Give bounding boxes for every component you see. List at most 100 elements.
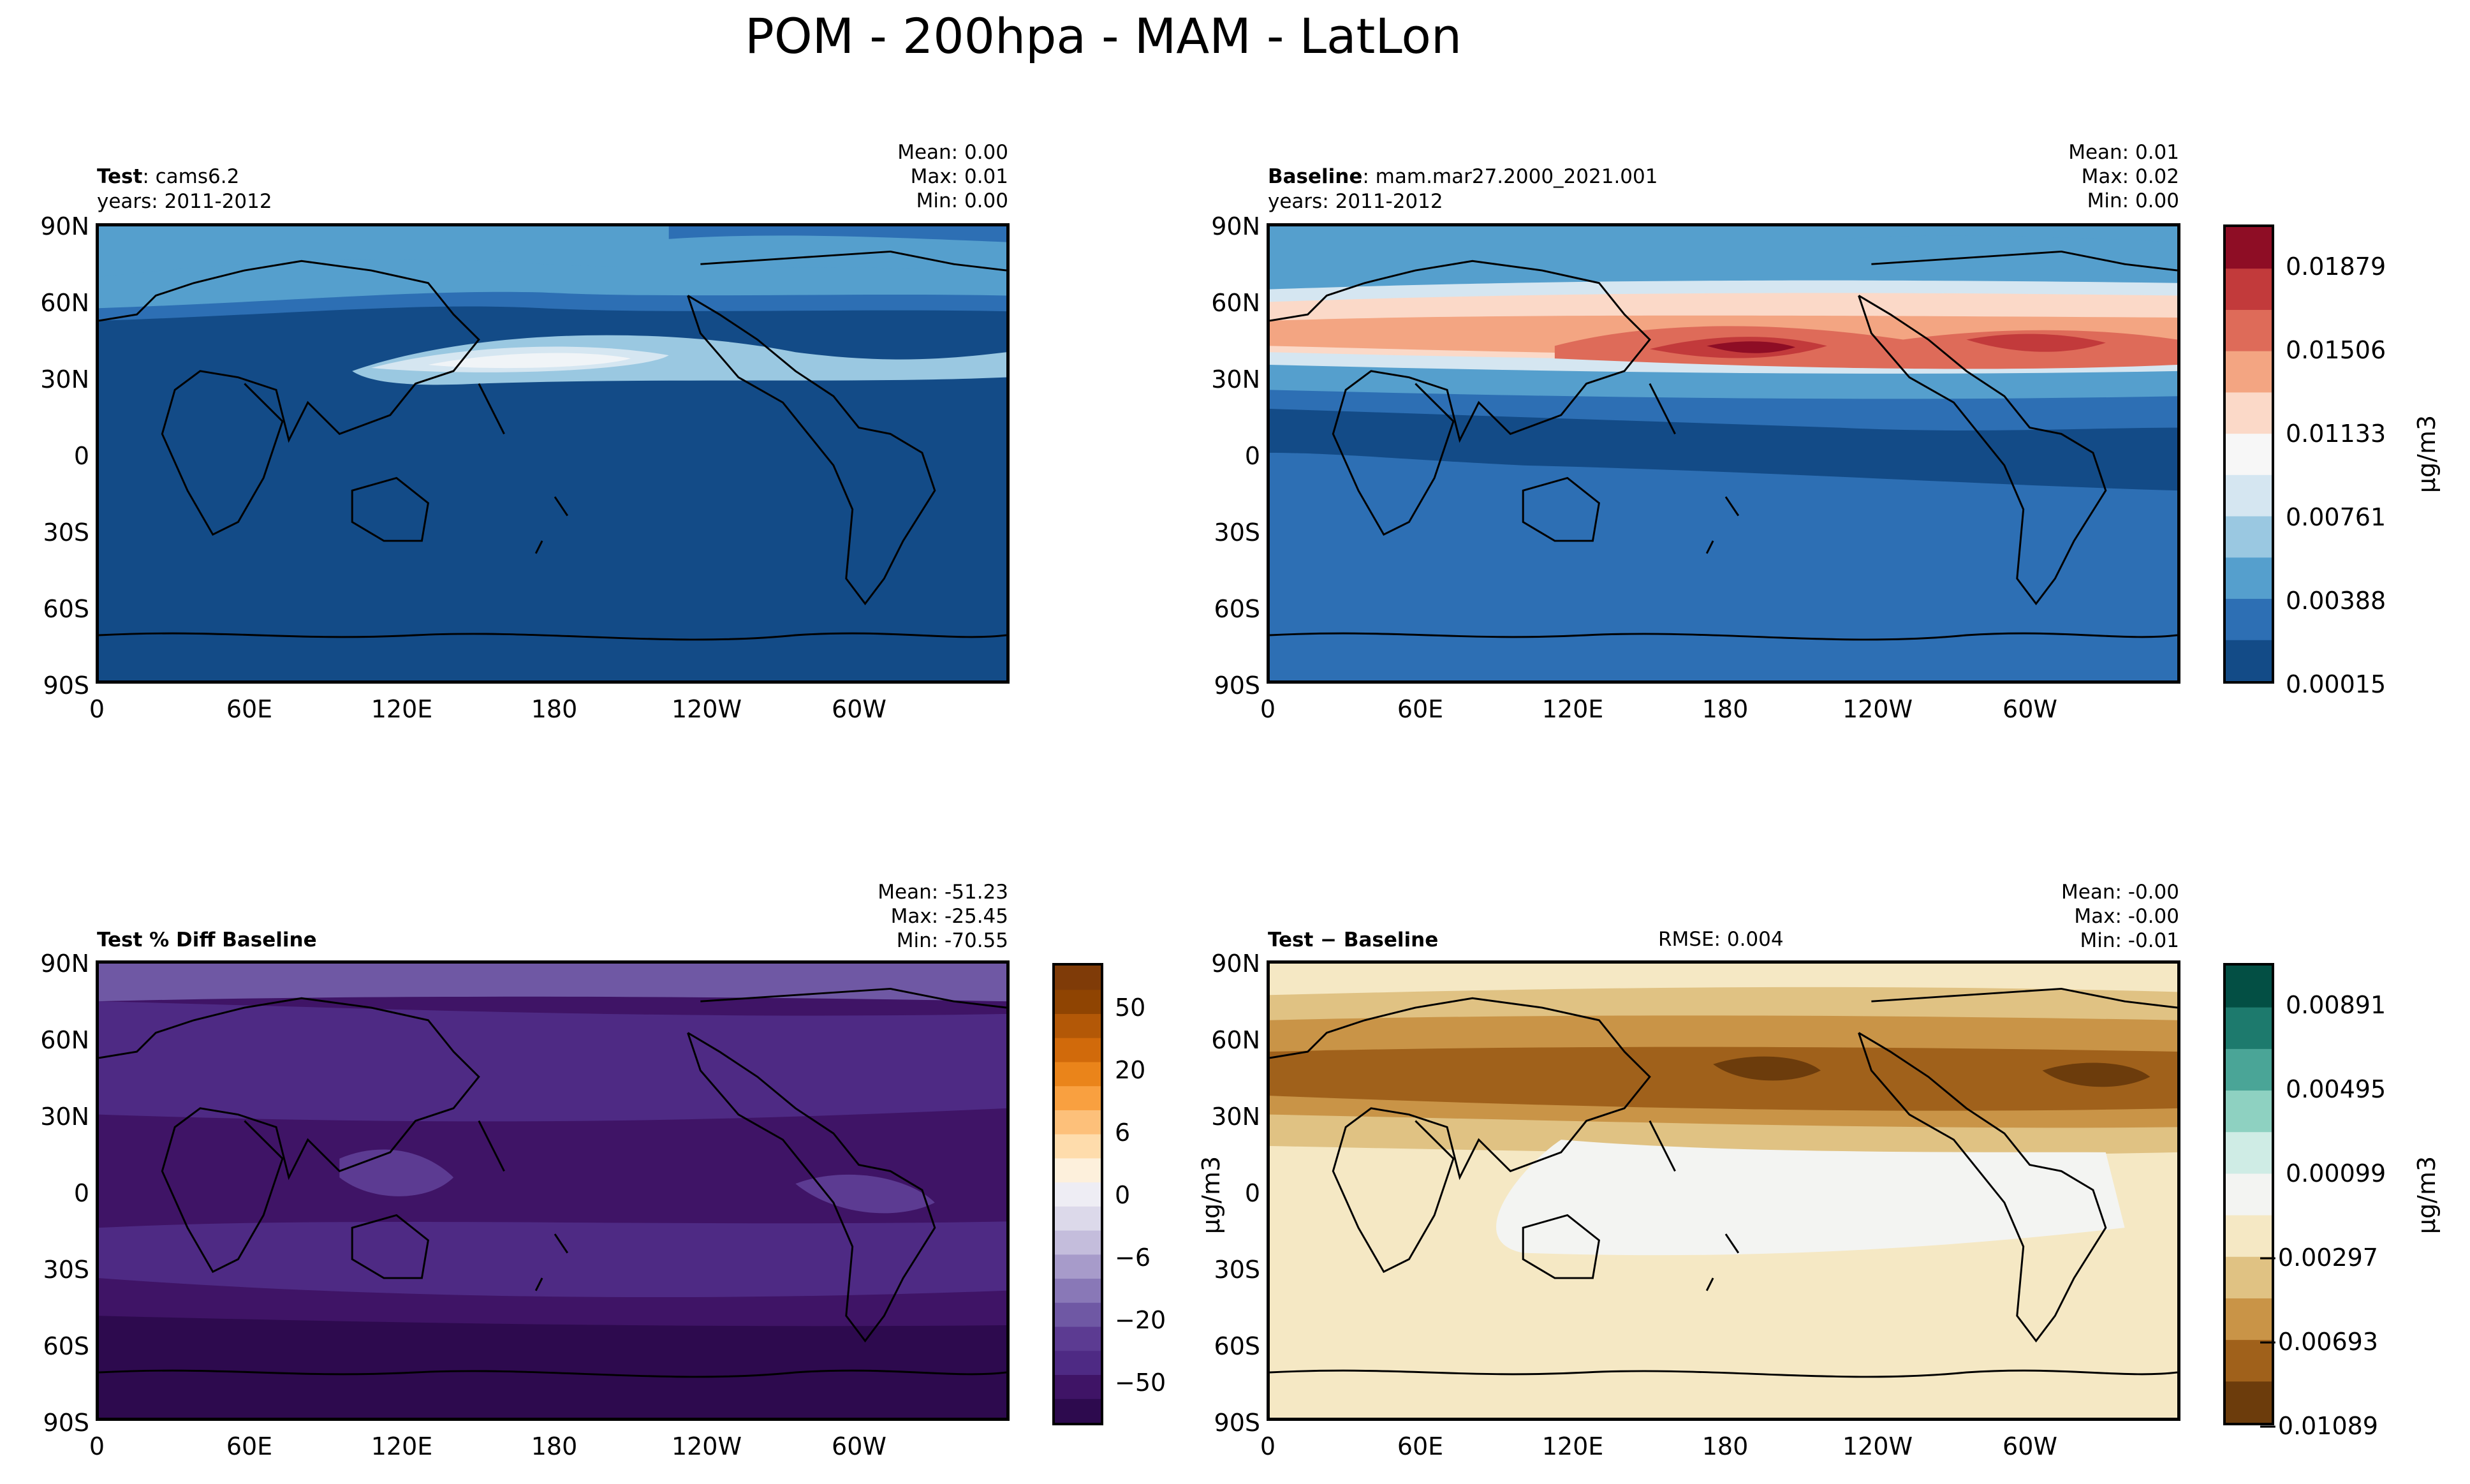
baseline-colorbar-swatch-7 [2226,351,2272,393]
baseline-stat-min: Min: 0.00 [2087,189,2179,212]
pctdiff-colorbar-swatch-9 [1055,1182,1101,1207]
diff-cbar-tick-3: −0.00297 [2258,1244,2378,1272]
baseline-ytick-60n: 60N [1211,289,1260,317]
pctdiff-colorbar-swatches [1055,966,1101,1423]
test-ytick-30n: 30N [40,365,89,393]
baseline-colorbar-swatches [2226,227,2272,682]
diff-cbar-tick-0: 0.00891 [2286,991,2386,1019]
test-map [96,223,1010,684]
baseline-cbar-label: μg/m3 [2413,415,2441,494]
baseline-ytick-0: 0 [1244,442,1260,470]
test-stats: Mean: 0.00 Max: 0.01 Min: 0.00 [897,140,1008,213]
baseline-ytick-30n: 30N [1211,365,1260,393]
pctdiff-xtick-0: 0 [89,1432,105,1460]
baseline-colorbar-swatch-10 [2226,227,2272,269]
diff-header-bold: Test − Baseline [1268,929,1439,951]
diff-field-band-4 [1713,1056,1821,1081]
pctdiff-xtick-60w: 60W [832,1432,886,1460]
test-ytick-90n: 90N [40,212,89,240]
pctdiff-cbar-tick-1: 20 [1115,1056,1146,1084]
pctdiff-stat-max: Max: -25.45 [890,905,1008,928]
diff-colorbar-swatch-2 [2226,1298,2272,1341]
pctdiff-ytick-90s: 90S [43,1409,89,1437]
baseline-xtick-60e: 60E [1397,695,1444,723]
baseline-xtick-120w: 120W [1842,695,1913,723]
diff-field-band-6 [1496,1140,2125,1256]
diff-cbar-tick-5: −0.01089 [2258,1412,2378,1440]
diff-ytick-90s: 90S [1214,1409,1260,1437]
baseline-xtick-120e: 120E [1541,695,1604,723]
pctdiff-colorbar-swatch-8 [1055,1206,1101,1231]
baseline-cbar-tick-1: 0.01506 [2286,336,2386,364]
diff-ytick-60n: 60N [1211,1026,1260,1054]
pctdiff-colorbar-swatch-16 [1055,1013,1101,1038]
diff-field-band-5 [2042,1062,2150,1087]
pctdiff-colorbar-swatch-15 [1055,1038,1101,1062]
pctdiff-header: Test % Diff Baseline [97,928,317,952]
pctdiff-xtick-120e: 120E [371,1432,433,1460]
baseline-years: years: 2011-2012 [1268,190,1443,213]
diff-xtick-120w: 120W [1842,1432,1913,1460]
diff-ytick-60s: 60S [1214,1332,1260,1360]
baseline-ytick-90s: 90S [1214,672,1260,700]
diff-colorbar-swatch-4 [2226,1215,2272,1257]
pctdiff-ytick-60s: 60S [43,1332,89,1360]
diff-cbar-tick-4: −0.00693 [2258,1328,2378,1356]
baseline-xtick-60w: 60W [2003,695,2057,723]
baseline-ytick-60s: 60S [1214,595,1260,623]
pctdiff-field-band-2 [99,1001,1006,1122]
pctdiff-colorbar-swatch-12 [1055,1110,1101,1135]
diff-xtick-120e: 120E [1541,1432,1604,1460]
baseline-field-band-9 [1707,341,1796,353]
baseline-header: Baseline: mam.mar27.2000_2021.001 [1268,165,1658,189]
pctdiff-colorbar-swatch-14 [1055,1061,1101,1087]
diff-ytick-90n: 90N [1211,950,1260,978]
test-xtick-60e: 60E [226,695,273,723]
diff-colorbar-swatches [2226,966,2272,1423]
diff-map-canvas [1270,964,2177,1418]
diff-cbar-tick-2: 0.00099 [2286,1159,2386,1187]
diff-ytick-0: 0 [1244,1179,1260,1207]
pctdiff-colorbar-swatch-4 [1055,1302,1101,1327]
diff-ytick-30n: 30N [1211,1103,1260,1131]
pctdiff-xtick-60e: 60E [226,1432,273,1460]
baseline-colorbar-swatch-0 [2226,640,2272,682]
baseline-header-bold: Baseline [1268,165,1363,188]
pctdiff-colorbar-swatch-6 [1055,1254,1101,1279]
diff-colorbar-swatch-10 [2226,966,2272,1008]
baseline-field-band-1 [1270,408,2177,491]
pctdiff-colorbar-swatch-10 [1055,1157,1101,1183]
diff-cbar-tick-1: 0.00495 [2286,1075,2386,1103]
test-ytick-0: 0 [73,442,89,470]
pctdiff-map [96,960,1010,1421]
diff-coastlines [1270,987,2177,1378]
baseline-colorbar-swatch-6 [2226,392,2272,434]
baseline-field-band-11 [1839,226,2177,242]
diff-header: Test − Baseline [1268,928,1438,952]
diff-map [1267,960,2180,1421]
pctdiff-header-bold: Test % Diff Baseline [97,929,317,951]
baseline-xtick-0: 0 [1260,695,1276,723]
test-coastlines [99,250,1006,641]
baseline-colorbar-swatch-9 [2226,268,2272,310]
baseline-colorbar-swatch-4 [2226,474,2272,517]
pctdiff-colorbar-swatch-18 [1055,966,1101,990]
test-header: Test: cams6.2 [97,165,239,189]
diff-xtick-0: 0 [1260,1432,1276,1460]
figure-title: POM - 200hpa - MAM - LatLon [744,8,1462,64]
baseline-colorbar-swatch-5 [2226,433,2272,475]
diff-colorbar-swatch-1 [2226,1339,2272,1382]
pctdiff-stat-min: Min: -70.55 [896,929,1008,952]
pctdiff-stats: Mean: -51.23 Max: -25.45 Min: -70.55 [878,880,1008,953]
baseline-coastlines [1270,250,2177,641]
pctdiff-ytick-0: 0 [73,1179,89,1207]
diff-xtick-60w: 60W [2003,1432,2057,1460]
diff-colorbar-swatch-0 [2226,1381,2272,1423]
diff-colorbar-swatch-6 [2226,1131,2272,1174]
diff-colorbar-swatch-5 [2226,1173,2272,1216]
pctdiff-ytick-90n: 90N [40,950,89,978]
test-xtick-180: 180 [531,695,578,723]
pctdiff-ytick-30s: 30S [43,1256,89,1284]
test-xtick-0: 0 [89,695,105,723]
diff-stats: Mean: -0.00 Max: -0.00 Min: -0.01 [2061,880,2179,953]
